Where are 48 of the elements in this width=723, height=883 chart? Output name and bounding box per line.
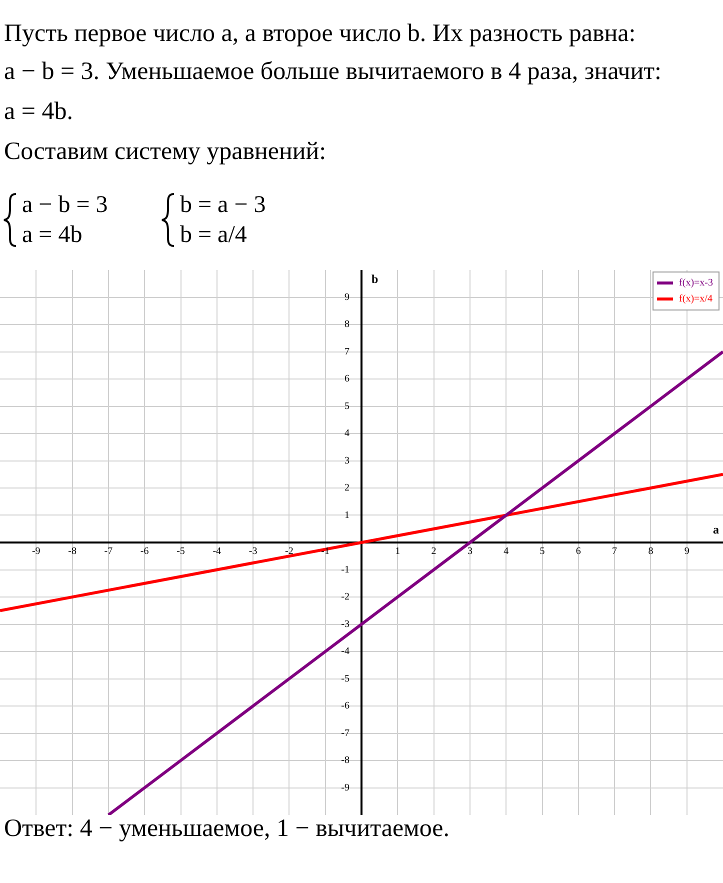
text: Пусть первое число a, а второе число b. Их разность равна: [4, 20, 636, 48]
text: a − b = 3 [22, 191, 108, 220]
x-tick-label: -5 [176, 546, 185, 558]
y-tick-label: 4 [344, 428, 350, 440]
y-tick-label: -6 [341, 700, 350, 712]
x-axis-title: a [713, 522, 719, 537]
y-tick-label: 3 [344, 455, 350, 466]
x-tick-label: -3 [248, 546, 258, 558]
y-tick-label: 9 [344, 292, 350, 303]
x-tick-label: -9 [32, 546, 40, 558]
text: b = a − 3 [180, 191, 266, 220]
x-tick-label: 1 [395, 546, 400, 558]
y-tick-label: 8 [344, 319, 350, 330]
y-tick-label: -4 [341, 646, 350, 658]
text: Составим систему уравнений: [4, 138, 326, 166]
y-tick-label: -2 [341, 592, 350, 603]
x-tick-label: -6 [140, 546, 149, 558]
x-tick-label: 2 [431, 546, 436, 558]
x-tick-label: 6 [576, 546, 581, 558]
y-tick-label: -5 [341, 673, 350, 684]
y-tick-label: -9 [341, 782, 350, 794]
y-tick-label: 2 [344, 482, 350, 494]
legend-label: f(x)=x-3 [679, 278, 714, 289]
text: a − b = 3. Уменьшаемое больше вычитаемого в 4 раза, значит: [4, 58, 662, 86]
x-tick-label: 9 [684, 546, 690, 558]
y-tick-label: -3 [341, 618, 350, 630]
y-tick-label: 1 [344, 510, 350, 521]
y-tick-label: -1 [341, 564, 350, 576]
x-tick-label: -2 [285, 546, 294, 558]
x-tick-label: 3 [467, 546, 472, 558]
y-tick-label: 6 [344, 374, 350, 385]
x-tick-label: -8 [68, 546, 76, 558]
x-tick-label: 8 [648, 546, 654, 558]
x-tick-label: -4 [212, 546, 222, 558]
legend-label: f(x)=x/4 [679, 294, 712, 305]
text: b = a/4 [180, 221, 248, 250]
y-tick-label: 5 [344, 400, 350, 412]
y-axis-title: b [372, 272, 378, 286]
text: a = 4b [22, 221, 84, 250]
x-tick-label: 7 [612, 546, 618, 558]
annotation: Ответ: 4 − уменьшаемое, 1 − вычитаемое. [3, 815, 451, 843]
y-tick-label: -8 [341, 755, 350, 766]
x-tick-label: -7 [104, 546, 113, 558]
x-tick-label: 5 [540, 546, 545, 558]
y-tick-label: 7 [344, 346, 350, 358]
x-tick-label: 4 [504, 546, 509, 558]
text: a = 4b. [4, 98, 73, 126]
y-tick-label: -7 [341, 728, 350, 739]
